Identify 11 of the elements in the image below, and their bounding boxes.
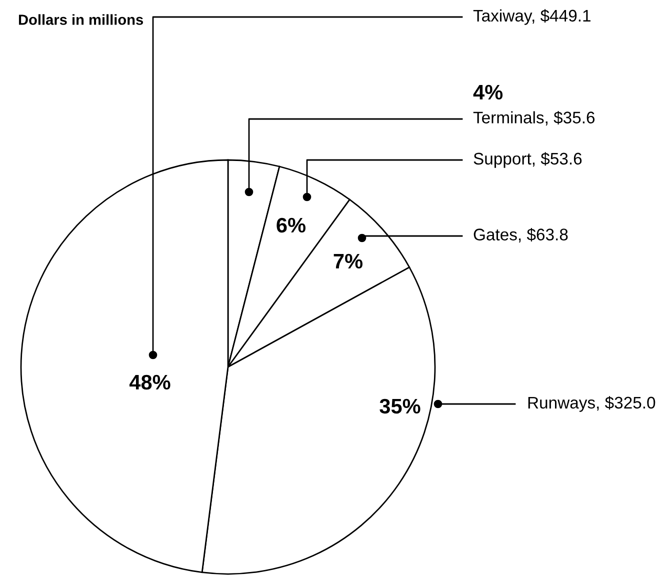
slice-label: Taxiway, $449.1 <box>473 9 590 25</box>
slice-label: Terminals, $35.6 <box>473 110 595 126</box>
data-label: 48% <box>129 374 170 390</box>
slice-label: Support, $53.6 <box>474 152 582 168</box>
slice-label: Gates, $63.8 <box>474 228 568 242</box>
slice-label: Runways, $325.0 <box>528 396 656 412</box>
data-label: 35% <box>380 398 420 414</box>
data-label: 4% <box>473 84 503 100</box>
data-label: 7% <box>334 254 363 269</box>
chart-title: Dollars in millions <box>18 14 144 25</box>
data-label: 6% <box>276 218 306 233</box>
